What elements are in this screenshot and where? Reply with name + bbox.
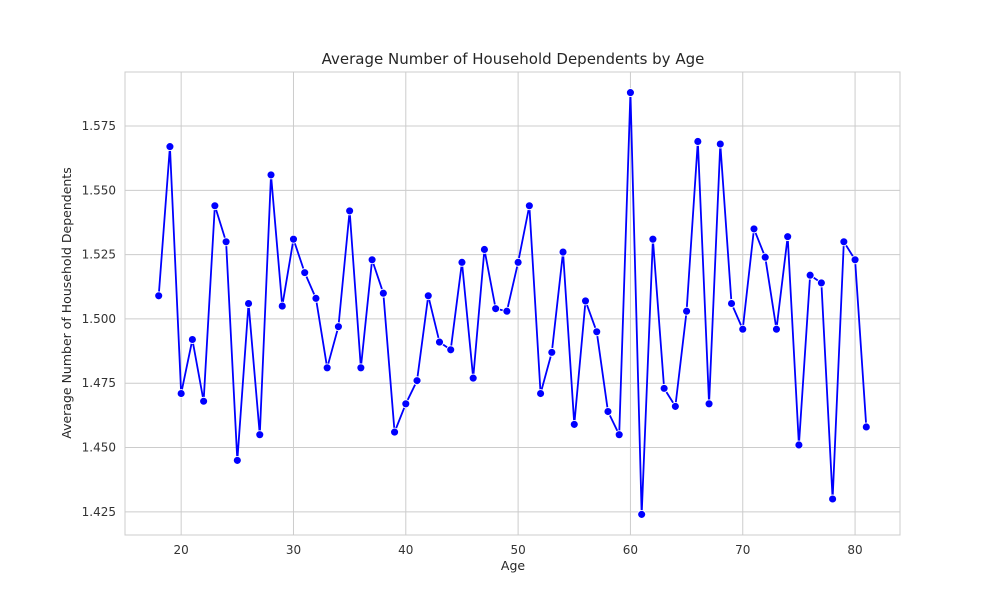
data-point	[502, 306, 512, 316]
x-tick-label: 40	[398, 543, 413, 557]
data-point	[816, 278, 826, 288]
data-point	[277, 301, 287, 311]
data-point	[435, 337, 444, 347]
x-axis-title: Age	[501, 558, 525, 573]
data-point	[547, 347, 557, 357]
data-point	[648, 234, 658, 244]
data-point	[558, 247, 568, 257]
data-point	[614, 430, 624, 440]
y-tick-label: 1.575	[82, 119, 116, 133]
data-point	[850, 255, 860, 265]
x-tick-label: 80	[847, 543, 862, 557]
data-point	[165, 142, 175, 152]
x-axis-ticks: 20 30 40 50 60 70 80	[174, 543, 863, 557]
data-point	[513, 257, 523, 267]
x-tick-label: 60	[623, 543, 638, 557]
data-point	[491, 304, 501, 314]
data-point	[412, 376, 422, 386]
x-tick-label: 30	[286, 543, 301, 557]
data-point	[199, 396, 209, 406]
y-tick-label: 1.475	[82, 376, 116, 390]
data-point	[536, 389, 546, 398]
data-point	[333, 322, 343, 332]
data-point	[154, 291, 164, 301]
data-point	[255, 430, 265, 440]
data-point	[592, 327, 602, 337]
data-point	[704, 399, 714, 409]
data-point	[715, 139, 725, 149]
data-point	[749, 224, 759, 234]
y-axis-title: Average Number of Household Dependents	[59, 167, 74, 438]
grid	[125, 72, 900, 535]
data-point	[670, 401, 680, 411]
data-point	[828, 494, 838, 504]
data-point	[839, 237, 849, 247]
data-point	[760, 252, 770, 262]
data-point	[727, 299, 736, 308]
data-point	[232, 455, 242, 465]
data-point	[625, 88, 635, 98]
data-point	[423, 291, 433, 301]
data-point	[738, 324, 748, 334]
x-tick-label: 20	[174, 543, 189, 557]
data-point	[367, 255, 377, 265]
plot-frame	[124, 71, 901, 536]
data-point	[805, 270, 815, 280]
data-point	[581, 296, 590, 306]
data-point	[659, 383, 669, 393]
y-tick-label: 1.550	[82, 183, 116, 197]
data-point	[266, 170, 276, 180]
x-tick-label: 50	[510, 543, 525, 557]
y-tick-label: 1.500	[82, 312, 116, 326]
y-axis-ticks: 1.425 1.450 1.475 1.500 1.525 1.550 1.575	[82, 119, 116, 519]
data-point	[569, 419, 579, 429]
y-tick-label: 1.425	[82, 505, 116, 519]
data-point	[221, 237, 231, 247]
data-point	[637, 509, 647, 519]
data-point	[772, 324, 781, 334]
data-point	[479, 245, 489, 254]
data-point	[468, 373, 478, 383]
data-point	[401, 399, 411, 409]
x-tick-label: 70	[735, 543, 750, 557]
data-point	[289, 234, 298, 244]
data-point	[345, 206, 355, 216]
data-point	[783, 232, 793, 242]
data-point	[693, 136, 703, 146]
y-tick-label: 1.450	[82, 441, 116, 455]
data-point	[187, 335, 197, 344]
data-point	[378, 288, 388, 298]
data-point	[682, 306, 692, 316]
data-point	[322, 363, 332, 373]
data-point	[356, 363, 366, 373]
data-point	[446, 345, 456, 355]
data-point	[244, 299, 254, 308]
data-points	[154, 88, 871, 519]
data-point	[861, 422, 871, 432]
data-point	[524, 201, 534, 211]
chart-title: Average Number of Household Dependents b…	[322, 50, 705, 68]
data-point	[457, 257, 467, 267]
data-point	[603, 407, 613, 416]
data-point	[390, 427, 400, 437]
data-point	[210, 201, 220, 211]
data-point	[794, 440, 804, 450]
data-point	[176, 389, 186, 398]
data-point	[300, 268, 310, 278]
y-tick-label: 1.525	[82, 248, 116, 262]
series-line	[157, 91, 868, 516]
data-point	[311, 293, 321, 303]
